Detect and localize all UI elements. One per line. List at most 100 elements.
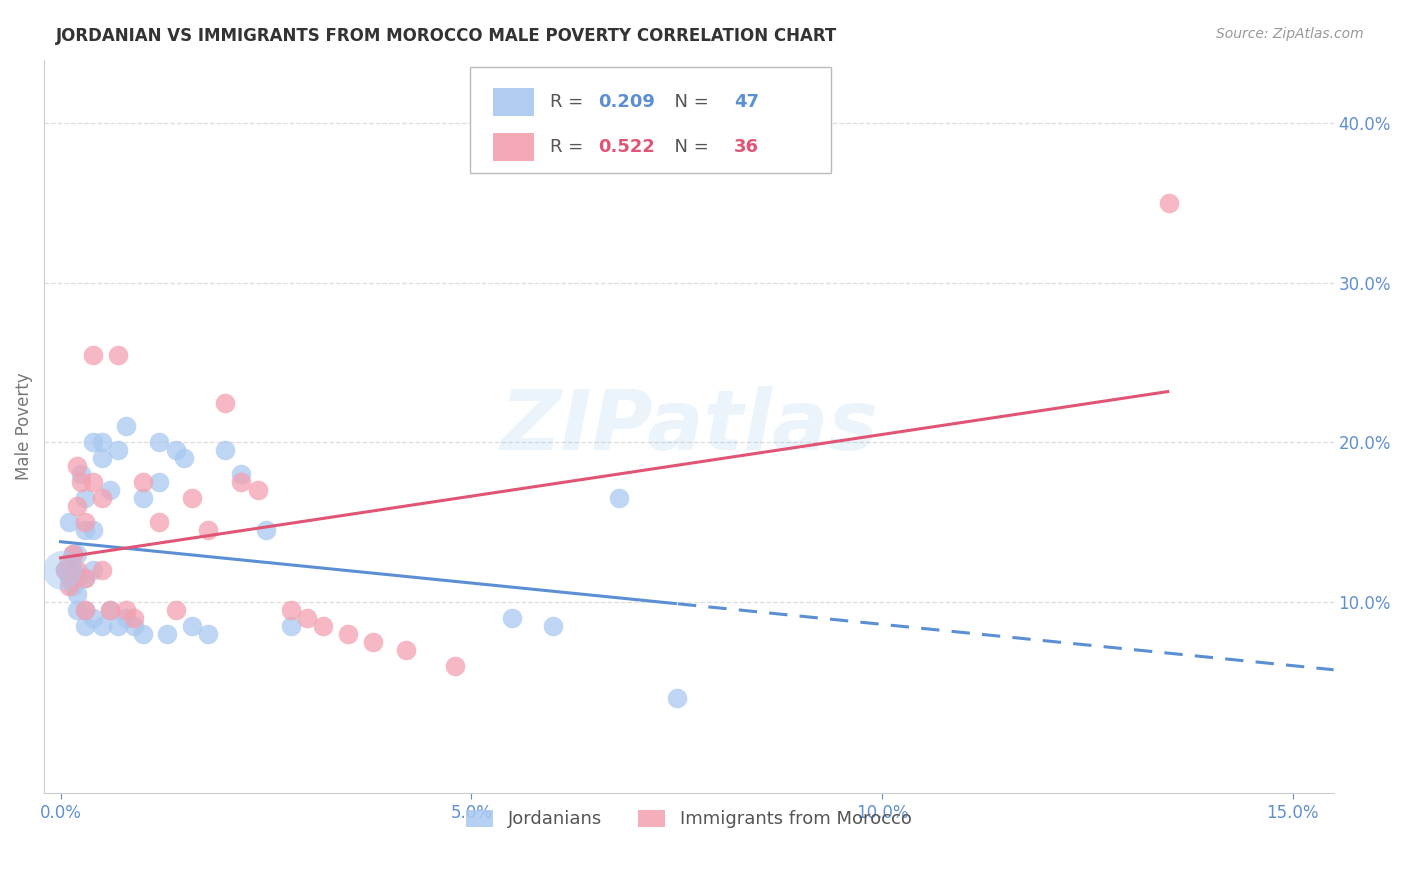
Point	[181, 491, 204, 506]
Point	[607, 491, 630, 506]
Text: N =: N =	[664, 137, 714, 156]
Point	[148, 475, 170, 490]
Point	[90, 563, 112, 577]
Point	[231, 475, 253, 490]
Point	[58, 555, 80, 569]
Point	[75, 571, 97, 585]
Point	[1159, 196, 1181, 211]
Point	[62, 547, 84, 561]
Point	[90, 435, 112, 450]
Text: R =: R =	[550, 93, 589, 111]
Point	[443, 658, 465, 673]
Text: Source: ZipAtlas.com: Source: ZipAtlas.com	[1216, 27, 1364, 41]
Point	[165, 443, 187, 458]
FancyBboxPatch shape	[470, 67, 831, 173]
Point	[62, 563, 84, 577]
Text: 47: 47	[734, 93, 759, 111]
Point	[124, 611, 146, 625]
Point	[124, 619, 146, 633]
Point	[98, 603, 121, 617]
Point	[66, 459, 89, 474]
Text: ZIPatlas: ZIPatlas	[501, 386, 877, 467]
Point	[337, 627, 360, 641]
Point	[295, 611, 318, 625]
Text: R =: R =	[550, 137, 589, 156]
Point	[394, 642, 416, 657]
Point	[543, 619, 565, 633]
Point	[66, 500, 89, 514]
Point	[214, 443, 236, 458]
Y-axis label: Male Poverty: Male Poverty	[15, 373, 32, 480]
Legend: Jordanians, Immigrants from Morocco: Jordanians, Immigrants from Morocco	[458, 803, 918, 836]
Point	[66, 571, 89, 585]
Point	[70, 475, 93, 490]
Point	[90, 619, 112, 633]
Point	[131, 475, 153, 490]
Point	[246, 483, 269, 498]
Point	[131, 491, 153, 506]
Point	[66, 587, 89, 601]
Point	[58, 579, 80, 593]
Text: JORDANIAN VS IMMIGRANTS FROM MOROCCO MALE POVERTY CORRELATION CHART: JORDANIAN VS IMMIGRANTS FROM MOROCCO MAL…	[56, 27, 838, 45]
Point	[62, 579, 84, 593]
Point	[197, 627, 219, 641]
Point	[214, 395, 236, 409]
Point	[51, 563, 73, 577]
Point	[75, 491, 97, 506]
Point	[280, 603, 302, 617]
Text: N =: N =	[664, 93, 714, 111]
Text: 36: 36	[734, 137, 759, 156]
Point	[98, 483, 121, 498]
Text: 0.209: 0.209	[599, 93, 655, 111]
Point	[82, 523, 104, 537]
Point	[82, 435, 104, 450]
Point	[53, 563, 76, 577]
Point	[107, 443, 129, 458]
Point	[165, 603, 187, 617]
Point	[82, 348, 104, 362]
Point	[75, 523, 97, 537]
Point	[131, 627, 153, 641]
Point	[90, 491, 112, 506]
Point	[115, 603, 138, 617]
Point	[361, 635, 384, 649]
FancyBboxPatch shape	[494, 88, 534, 116]
Point	[82, 563, 104, 577]
Point	[53, 563, 76, 577]
Point	[148, 435, 170, 450]
Point	[501, 611, 523, 625]
Point	[62, 571, 84, 585]
FancyBboxPatch shape	[494, 133, 534, 161]
Point	[75, 603, 97, 617]
Point	[75, 571, 97, 585]
Point	[82, 475, 104, 490]
Point	[197, 523, 219, 537]
Point	[70, 467, 93, 482]
Point	[58, 515, 80, 529]
Point	[62, 547, 84, 561]
Text: 0.522: 0.522	[599, 137, 655, 156]
Point	[66, 603, 89, 617]
Point	[231, 467, 253, 482]
Point	[90, 451, 112, 466]
Point	[280, 619, 302, 633]
Point	[173, 451, 195, 466]
Point	[75, 515, 97, 529]
Point	[82, 611, 104, 625]
Point	[75, 619, 97, 633]
Point	[156, 627, 179, 641]
Point	[58, 571, 80, 585]
Point	[115, 419, 138, 434]
Point	[115, 611, 138, 625]
Point	[254, 523, 277, 537]
Point	[66, 547, 89, 561]
Point	[312, 619, 335, 633]
Point	[148, 515, 170, 529]
Point	[75, 603, 97, 617]
Point	[181, 619, 204, 633]
Point	[107, 619, 129, 633]
Point	[66, 563, 89, 577]
Point	[98, 603, 121, 617]
Point	[107, 348, 129, 362]
Point	[665, 690, 688, 705]
